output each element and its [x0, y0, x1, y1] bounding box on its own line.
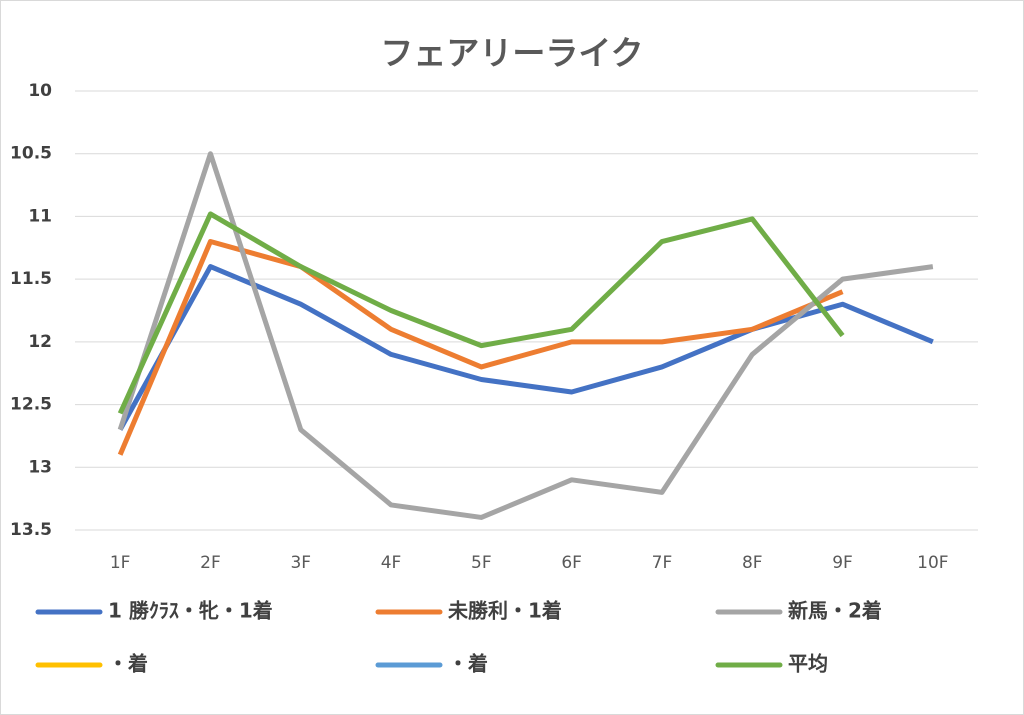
x-tick-label: 2F: [200, 553, 221, 573]
y-tick-label: 12: [28, 332, 52, 352]
y-tick-label: 11.5: [10, 269, 52, 289]
x-tick-label: 7F: [652, 553, 673, 573]
x-tick-label: 3F: [290, 553, 311, 573]
y-tick-label: 11: [28, 206, 52, 226]
legend-label: ・着: [448, 652, 488, 676]
chart-title: フェアリーライク: [380, 34, 643, 73]
series-line: [117, 211, 845, 415]
legend-label: 新馬・2着: [788, 599, 882, 623]
x-tick-label: 5F: [471, 553, 492, 573]
y-tick-label: 10: [28, 81, 52, 101]
x-tick-label: 8F: [742, 553, 763, 573]
legend-label: ・着: [108, 652, 148, 676]
x-tick-label: 1F: [110, 553, 131, 573]
x-tick-label: 6F: [561, 553, 582, 573]
legend-label: 1 勝ｸﾗｽ・牝・1着: [108, 599, 273, 623]
x-tick-label: 9F: [832, 553, 853, 573]
legend-label: 平均: [788, 652, 828, 676]
legend-label: 未勝利・1着: [448, 599, 562, 623]
x-tick-label: 4F: [381, 553, 402, 573]
series-line: [117, 151, 934, 520]
y-tick-label: 13: [28, 457, 52, 477]
y-tick-label: 10.5: [10, 144, 52, 164]
x-tick-label: 10F: [917, 553, 948, 573]
y-tick-label: 13.5: [10, 520, 52, 540]
y-tick-label: 12.5: [10, 395, 52, 415]
